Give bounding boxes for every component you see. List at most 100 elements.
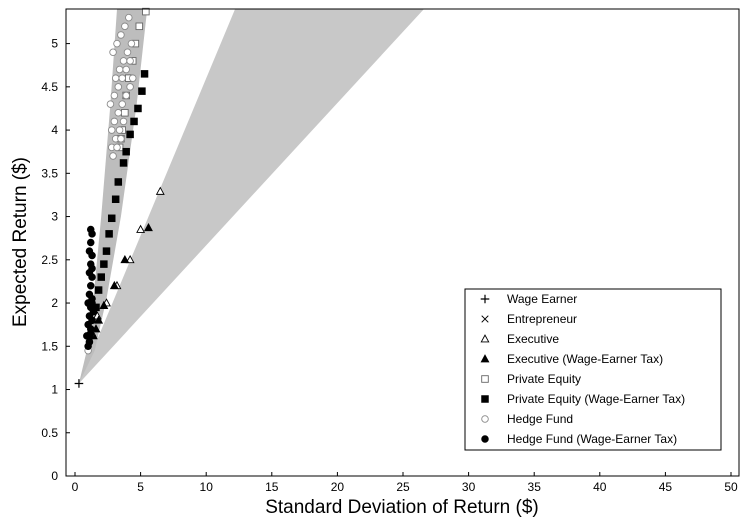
data-point [86,238,95,247]
data-point [115,65,124,74]
data-point [114,109,123,117]
x-tick-label: 10 [200,480,214,494]
x-tick-label: 35 [528,480,542,494]
data-point [114,178,123,186]
data-point [109,48,117,56]
y-tick-label: 1 [51,383,58,397]
y-tick-label: 3 [51,210,58,224]
x-tick-label: 30 [462,480,476,494]
data-point [110,91,119,100]
data-point [126,130,134,139]
data-point [126,83,134,91]
data-point [83,332,91,340]
data-point [127,39,136,48]
y-tick-label: 0 [51,469,58,483]
data-point [119,117,128,126]
data-point [134,104,142,113]
x-tick-label: 0 [72,480,79,494]
y-axis-title: Expected Return ($) [10,157,31,327]
data-point [118,74,126,82]
legend-marker [481,415,489,423]
data-point [74,379,84,388]
data-point [136,224,146,233]
data-points-layer [74,7,165,388]
legend-marker [480,294,490,304]
data-point [84,320,92,329]
data-point [110,117,119,126]
data-point [85,247,94,255]
series-6 [92,70,149,312]
axes-layer: 0 5 10 15 20 25 30 35 40 45 50 0 0.5 1 1.5 2 2.5 3 3.5 4 4.5… [41,37,738,494]
data-point [100,260,108,268]
legend-label: Hedge Fund [507,412,573,426]
data-point [122,65,130,74]
legend-label: Executive (Wage-Earner Tax) [507,352,663,366]
data-point [126,57,134,65]
legend-label: Private Equity (Wage-Earner Tax) [507,392,685,406]
data-point [114,83,123,91]
data-point [125,254,135,264]
data-point [86,225,95,234]
series-8 [83,225,98,351]
data-point [118,100,126,108]
x-tick-label: 15 [265,480,279,494]
data-point [105,230,113,238]
legend-marker [481,395,489,403]
data-point [122,147,130,156]
legend-label: Hedge Fund (Wage-Earner Tax) [507,432,677,446]
legend-marker [480,354,490,363]
data-point [125,13,133,22]
shaded-cone [78,9,425,384]
data-point [106,100,115,108]
data-point [107,126,116,134]
data-point [86,281,95,290]
data-point [120,254,130,264]
data-point [88,264,96,273]
legend-label: Executive [507,332,559,346]
data-point [111,74,120,82]
data-point [121,109,129,117]
legend-label: Wage Earner [507,292,577,306]
data-point [111,195,120,204]
data-point [99,300,109,309]
data-point [121,22,129,31]
series-7 [84,13,137,355]
data-point [109,152,117,160]
y-tick-label: 4.5 [41,80,58,94]
data-point [115,126,124,134]
data-point [122,91,130,100]
x-tick-label: 20 [331,480,345,494]
data-point [119,57,128,65]
x-tick-label: 5 [137,480,144,494]
data-point [109,280,119,290]
data-point [85,312,94,320]
data-point [140,70,149,78]
data-point [117,31,125,39]
data-point [102,247,111,255]
data-point [113,39,121,48]
y-tick-label: 1.5 [41,339,58,353]
y-tick-label: 3.5 [41,166,58,180]
y-tick-label: 2 [51,296,58,310]
legend-marker [481,435,489,443]
legend-label: Entrepreneur [507,312,577,326]
data-point [144,222,153,232]
x-tick-label: 40 [593,480,607,494]
data-point [94,315,104,324]
data-point [123,48,132,56]
data-point [128,74,137,82]
y-tick-label: 0.5 [41,426,58,440]
legend-marker [481,375,489,383]
series-1 [74,379,84,388]
legend-label: Private Equity [507,372,581,386]
data-point [142,7,150,16]
data-point [113,143,121,152]
data-point [85,338,94,346]
data-point [130,117,138,126]
x-axis-title: Standard Deviation of Return ($) [265,497,539,518]
data-point [155,186,165,195]
legend-marker [481,315,489,323]
data-point [135,22,144,31]
data-point [97,273,105,281]
